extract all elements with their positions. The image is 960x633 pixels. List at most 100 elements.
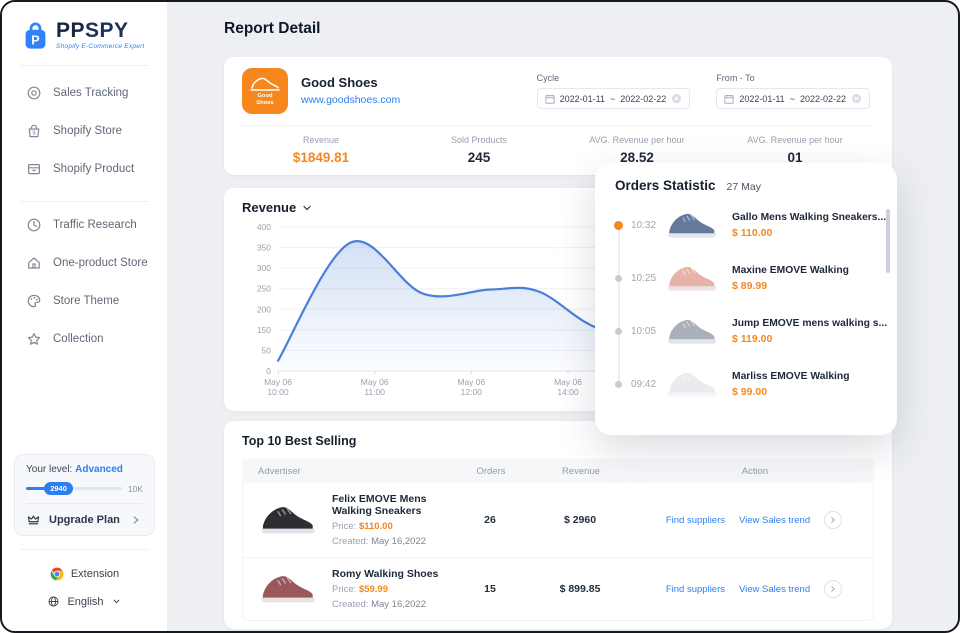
brand-logo[interactable]: P PPSPY Shopify E-Commerce Expert xyxy=(2,2,167,52)
brand-bag-icon: P xyxy=(25,22,46,49)
row-detail-button[interactable] xyxy=(824,580,843,598)
brand-tagline: Shopify E-Commerce Expert xyxy=(56,43,145,50)
cycle-label: Cycle xyxy=(536,73,560,83)
cycle-date-range-input[interactable]: 2022-01-11 ~2022-02-22 xyxy=(536,88,691,109)
sidebar-item-label: Store Theme xyxy=(53,295,120,307)
extension-link[interactable]: Extension xyxy=(2,560,167,588)
timeline-dot xyxy=(614,221,623,230)
view-sales-trend-link[interactable]: View Sales trend xyxy=(739,583,811,595)
timeline-dot xyxy=(615,275,622,282)
main-content: Report Detail Good Shoes Good Shoes www.… xyxy=(167,2,958,631)
scrollbar-thumb[interactable] xyxy=(886,209,890,273)
svg-text:11:00: 11:00 xyxy=(364,387,385,397)
chevron-down-icon xyxy=(113,599,119,604)
store-summary-card: Good Shoes Good Shoes www.goodshoes.com … xyxy=(224,57,892,175)
divider xyxy=(20,549,149,550)
timeline-dot xyxy=(615,328,622,335)
product-box-icon xyxy=(27,163,41,175)
chevron-right-icon xyxy=(133,515,139,524)
order-product-name: Gallo Mens Walking Sneakers... xyxy=(732,212,887,223)
svg-text:P: P xyxy=(31,34,39,48)
product-image xyxy=(257,568,319,610)
orders-statistic-panel: Orders Statistic 27 May 10:32 Gallo Mens… xyxy=(595,163,897,435)
stats-row: Revenue $1849.81 Sold Products 245 AVG. … xyxy=(242,135,874,165)
orders-date: 27 May xyxy=(726,181,761,193)
order-time: 10:05 xyxy=(631,326,657,337)
view-sales-trend-link[interactable]: View Sales trend xyxy=(739,514,811,526)
sidebar-item-label: One-product Store xyxy=(53,257,148,269)
sidebar-item-label: Shopify Product xyxy=(53,163,135,175)
order-time: 10:32 xyxy=(631,220,657,231)
timeline-dot xyxy=(615,381,622,388)
product-price: $59.99 xyxy=(358,584,388,595)
shoe-image xyxy=(260,575,316,604)
svg-text:10:00: 10:00 xyxy=(267,387,289,397)
svg-text:12:00: 12:00 xyxy=(461,387,483,397)
sidebar: P PPSPY Shopify E-Commerce Expert Sales … xyxy=(2,2,167,631)
row-detail-button[interactable] xyxy=(824,511,843,529)
calendar-icon xyxy=(545,94,555,104)
shoe-image xyxy=(260,506,316,535)
progress-badge: 2940 xyxy=(44,482,73,495)
progress-max-label: 10K xyxy=(127,483,143,494)
order-product-name: Marliss EMOVE Walking xyxy=(732,371,850,382)
order-item[interactable]: 10:32 Gallo Mens Walking Sneakers... $ 1… xyxy=(614,199,886,252)
order-price: $ 110.00 xyxy=(732,227,773,239)
upgrade-plan-button[interactable]: Upgrade Plan xyxy=(26,503,143,527)
chevron-right-icon xyxy=(831,517,836,523)
best-selling-card: Top 10 Best Selling Advertiser Orders Re… xyxy=(224,421,892,629)
svg-text:150: 150 xyxy=(257,325,271,335)
sidebar-item-collection[interactable]: Collection xyxy=(2,320,167,358)
orders-timeline: 10:32 Gallo Mens Walking Sneakers... $ 1… xyxy=(614,199,887,411)
order-time: 10:25 xyxy=(631,273,657,284)
svg-text:350: 350 xyxy=(257,243,271,253)
sidebar-item-one-product-store[interactable]: One-product Store xyxy=(2,244,167,282)
order-item[interactable]: 10:05 Jump EMOVE mens walking s... $ 119… xyxy=(615,305,887,358)
sidebar-item-store-theme[interactable]: Store Theme xyxy=(2,282,167,320)
clear-icon[interactable] xyxy=(671,93,682,104)
sidebar-item-shopify-store[interactable]: $ Shopify Store xyxy=(2,112,167,150)
clear-icon[interactable] xyxy=(851,93,862,104)
order-product-name: Jump EMOVE mens walking s... xyxy=(732,318,888,329)
sidebar-item-shopify-product[interactable]: Shopify Product xyxy=(2,150,167,188)
svg-text:0: 0 xyxy=(266,366,271,376)
level-progress-bar: 2940 xyxy=(26,482,122,495)
store-badge-text: Good Shoes xyxy=(256,92,274,106)
sidebar-item-sales-tracking[interactable]: Sales Tracking xyxy=(2,74,167,112)
product-image xyxy=(257,499,319,541)
product-image xyxy=(664,366,722,403)
find-suppliers-link[interactable]: Find suppliers xyxy=(665,514,725,526)
best-selling-title: Top 10 Best Selling xyxy=(242,434,357,448)
svg-text:400: 400 xyxy=(257,222,271,232)
page-title: Report Detail xyxy=(224,20,321,37)
star-icon xyxy=(27,333,41,345)
stat-avg-revenue-hour-2: AVG. Revenue per hour 01 xyxy=(747,135,843,165)
chevron-down-icon xyxy=(303,205,311,210)
product-price: $110.00 xyxy=(358,521,393,532)
from-to-date-range-input[interactable]: 2022-01-11 ~2022-02-22 xyxy=(716,88,870,109)
order-item[interactable]: 10:25 Maxine EMOVE Walking $ 89.99 xyxy=(615,252,877,305)
chevron-right-icon xyxy=(831,586,836,592)
svg-text:200: 200 xyxy=(257,304,271,314)
svg-text:May 06: May 06 xyxy=(457,377,485,387)
sidebar-item-traffic-research[interactable]: Traffic Research xyxy=(2,206,167,244)
level-label: Your level: Advanced xyxy=(26,464,123,475)
store-url-link[interactable]: www.goodshoes.com xyxy=(301,93,401,106)
divider xyxy=(20,201,149,202)
product-image xyxy=(664,260,722,297)
sidebar-item-label: Collection xyxy=(53,333,104,345)
shoe-image xyxy=(667,266,717,292)
svg-text:300: 300 xyxy=(257,263,271,273)
store-name: Good Shoes xyxy=(301,74,378,90)
sidebar-nav: Sales Tracking $ Shopify Store Shopify P… xyxy=(2,70,167,358)
shoe-image xyxy=(667,319,717,345)
clock-icon xyxy=(27,218,41,232)
order-item[interactable]: 09:42 Marliss EMOVE Walking $ 99.00 xyxy=(615,358,877,411)
table-header: Advertiser Orders Revenue Action xyxy=(242,459,874,483)
product-image xyxy=(664,313,722,350)
language-selector[interactable]: English xyxy=(2,588,167,615)
svg-text:250: 250 xyxy=(257,284,271,294)
revenue-metric-selector[interactable]: Revenue xyxy=(242,200,874,215)
find-suppliers-link[interactable]: Find suppliers xyxy=(665,583,725,595)
